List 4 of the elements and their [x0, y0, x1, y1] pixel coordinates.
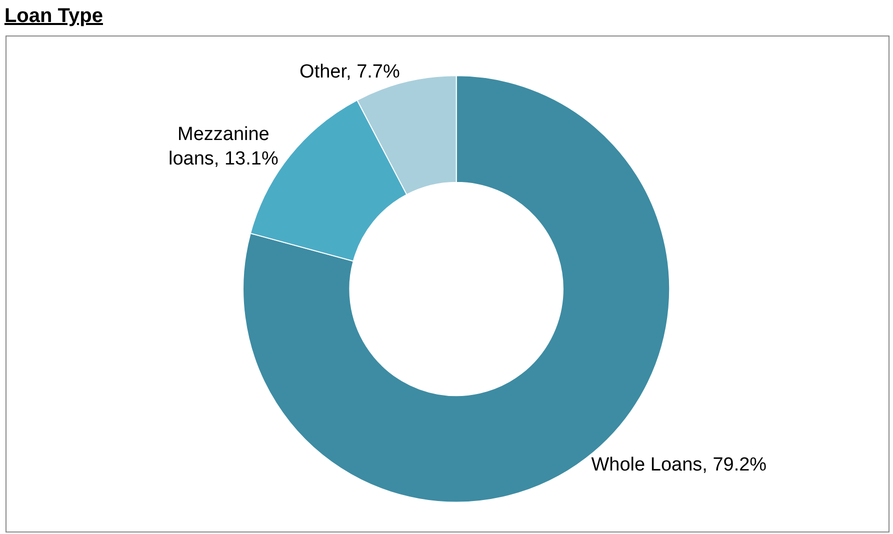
chart-title: Loan Type [4, 5, 103, 28]
slice-label: Other, 7.7% [300, 61, 400, 82]
slice-label: Whole Loans, 79.2% [591, 454, 767, 476]
slice-label: Mezzanine loans, 13.1% [168, 124, 278, 170]
